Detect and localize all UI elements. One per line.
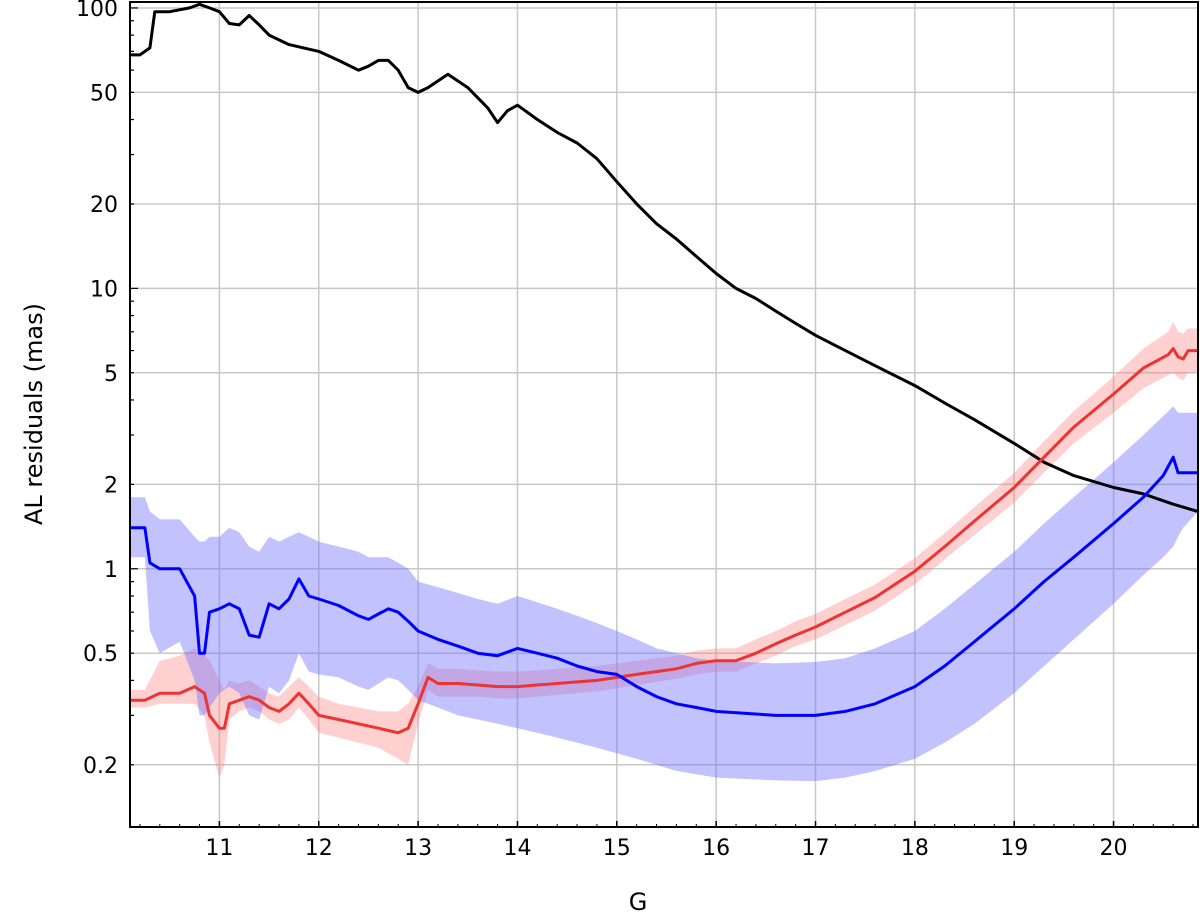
y-tick-label: 100 bbox=[76, 0, 118, 22]
y-tick-labels: 0.2 0.5 1 2 5 10 20 50 100 bbox=[76, 0, 118, 779]
plot-frame bbox=[129, 1, 1199, 828]
x-tick-label: 13 bbox=[404, 836, 432, 861]
series-0-line bbox=[130, 2, 1199, 513]
series-2-band bbox=[130, 406, 1198, 782]
x-tick-label: 12 bbox=[305, 836, 333, 861]
x-tick-label: 17 bbox=[802, 836, 830, 861]
x-tick-label: 18 bbox=[901, 836, 929, 861]
series-1-line bbox=[130, 347, 1198, 735]
y-tick-label: 1 bbox=[104, 558, 118, 583]
y-tick-label: 20 bbox=[90, 193, 118, 218]
y-tick-label: 10 bbox=[90, 277, 118, 302]
x-tick-labels: 11 12 13 14 15 16 17 18 19 20 bbox=[205, 836, 1127, 861]
plot-background bbox=[130, 2, 1198, 827]
y-tick-label: 2 bbox=[104, 473, 118, 498]
y-axis-label: AL residuals (mas) bbox=[20, 303, 48, 525]
x-tick-label: 19 bbox=[1000, 836, 1028, 861]
x-axis-label: G bbox=[629, 888, 648, 915]
x-tick-label: 16 bbox=[702, 836, 730, 861]
y-tick-label: 0.5 bbox=[83, 642, 118, 667]
error-bands bbox=[130, 321, 1198, 782]
y-tick-label: 50 bbox=[90, 81, 118, 106]
x-tick-label: 11 bbox=[205, 836, 233, 861]
x-tick-label: 14 bbox=[503, 836, 531, 861]
x-tick-label: 20 bbox=[1100, 836, 1128, 861]
x-tick-label: 15 bbox=[603, 836, 631, 861]
y-tick-label: 5 bbox=[104, 362, 118, 387]
y-tick-label: 0.2 bbox=[83, 754, 118, 779]
series-lines bbox=[130, 2, 1199, 735]
grid bbox=[130, 2, 1198, 827]
series-2-line bbox=[130, 455, 1198, 717]
